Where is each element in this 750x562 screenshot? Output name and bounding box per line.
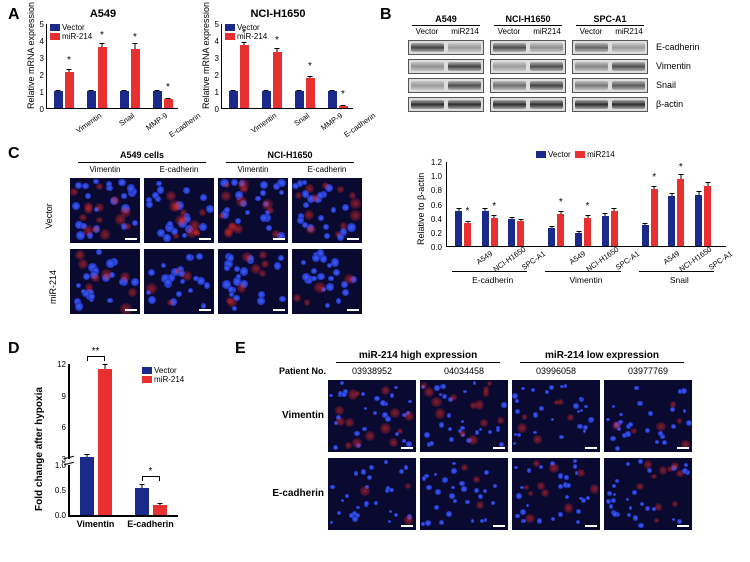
panel-b-label: B <box>380 6 392 24</box>
panel-c-label: C <box>8 145 20 163</box>
panel-a: A549****012345Relative mRNA expressionVe… <box>28 8 353 128</box>
panel-b-quant-chart: ******0.00.20.40.60.81.01.2Relative to β… <box>420 150 730 280</box>
panel-e-label: E <box>235 340 246 358</box>
panel-c-if: A549 cellsNCI-H1650VimentinE-cadherinVim… <box>28 150 383 325</box>
panel-b-western: A549NCI-H1650SPC-A1VectormiR214VectormiR… <box>400 14 735 124</box>
panel-d-chart: 369120.00.51.0Fold change after hypoxiaV… <box>30 350 215 550</box>
panel-e-if: miR-214 high expressionmiR-214 low expre… <box>260 350 740 550</box>
chart-title: A549 <box>28 8 178 20</box>
panel-d-label: D <box>8 340 20 358</box>
panel-a-label: A <box>8 6 20 24</box>
chart-title: NCI-H1650 <box>203 8 353 20</box>
